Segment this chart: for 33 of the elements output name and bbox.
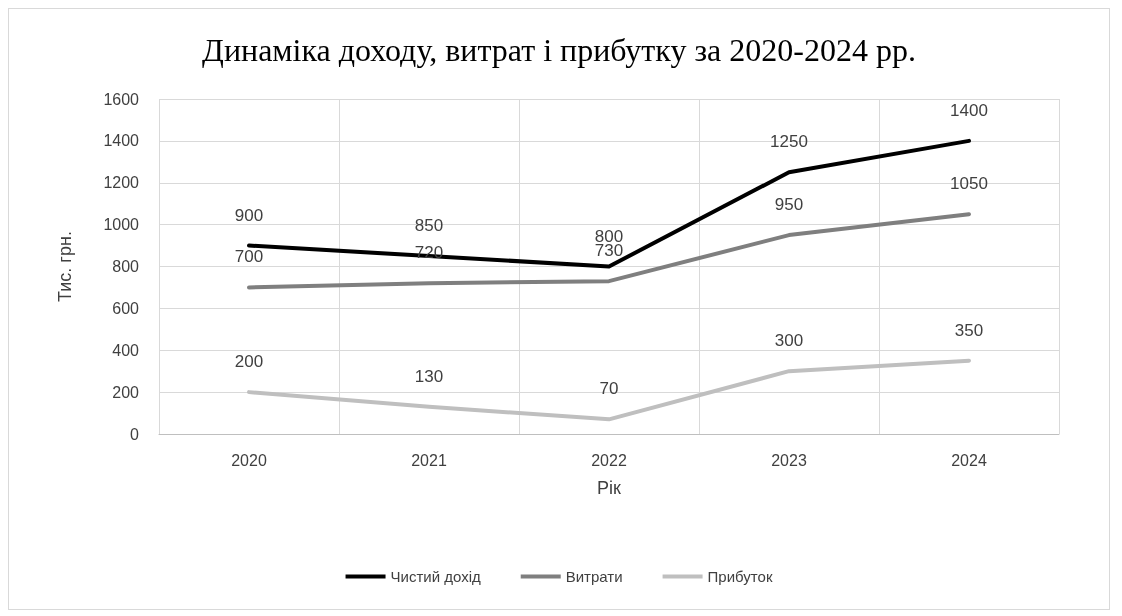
y-tick-label: 1600 (103, 90, 140, 108)
y-tick-label: 0 (130, 425, 140, 443)
x-tick-label: 2022 (591, 451, 627, 469)
data-label: 700 (234, 247, 264, 267)
data-label: 850 (414, 216, 444, 236)
legend-label: Чистий дохід (390, 568, 481, 585)
y-tick-label: 400 (112, 341, 140, 359)
y-tick-label: 1000 (103, 216, 140, 234)
data-label: 900 (234, 205, 264, 225)
x-tick-label: 2024 (951, 451, 987, 469)
data-label: 350 (954, 320, 984, 340)
y-tick-label: 600 (112, 299, 140, 317)
x-tick-label: 2023 (771, 451, 807, 469)
data-label: 950 (774, 195, 804, 215)
x-tick-label: 2020 (231, 451, 267, 469)
y-tick-label: 1400 (103, 132, 140, 150)
legend-label: Витрати (565, 568, 623, 585)
data-label: 130 (414, 366, 444, 386)
y-tick-label: 200 (112, 383, 140, 401)
x-axis-title: Рік (597, 478, 622, 498)
data-label: 1400 (950, 100, 988, 120)
chart-title: Динаміка доходу, витрат і прибутку за 2020-2024 рр. (202, 32, 916, 68)
data-label: 200 (234, 352, 264, 372)
y-tick-label: 800 (112, 258, 140, 275)
x-tick-label: 2021 (411, 451, 447, 469)
data-label: 70 (599, 379, 619, 399)
data-label: 1050 (950, 174, 988, 194)
data-label: 730 (594, 241, 624, 261)
data-label: 1250 (770, 132, 808, 152)
data-label: 300 (774, 331, 804, 351)
legend-label: Прибуток (707, 568, 773, 585)
y-axis-title: Тис. грн. (55, 231, 75, 302)
y-tick-label: 1200 (103, 174, 140, 192)
